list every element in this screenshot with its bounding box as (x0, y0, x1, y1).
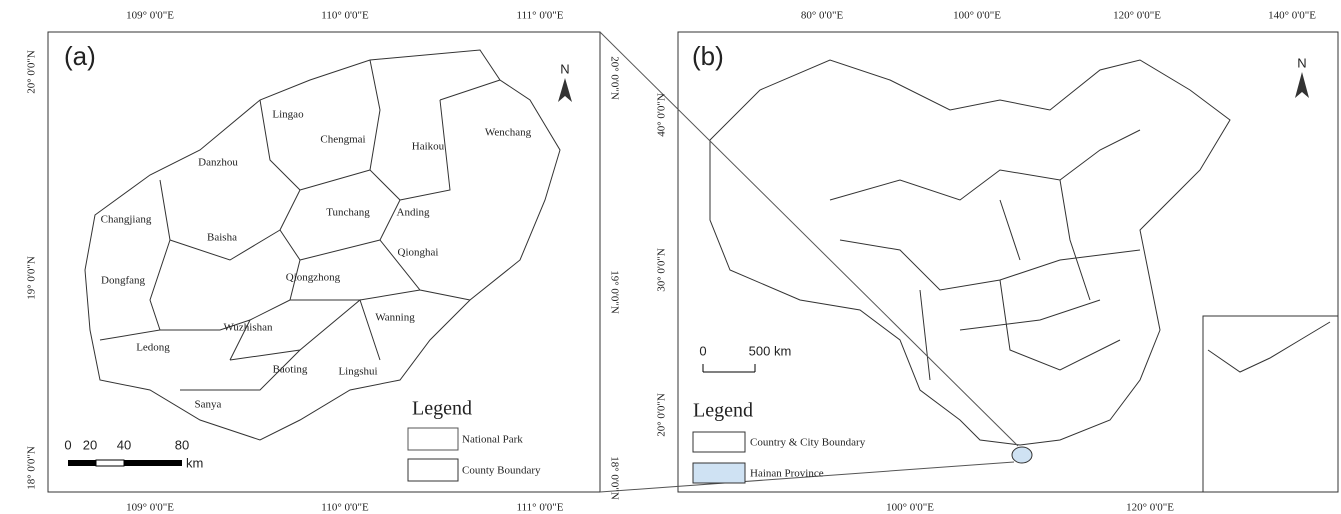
latitude-label: 19° 0'0"N (608, 270, 620, 314)
county-name: Chengmai (320, 134, 365, 146)
latitude-label: 20° 0'0"N (608, 56, 620, 100)
longitude-label: 100° 0'0"E (886, 502, 934, 514)
county-name: Anding (397, 207, 431, 219)
north-label: N (1297, 55, 1306, 70)
scale-bar (96, 460, 124, 466)
longitude-label: 80° 0'0"E (801, 10, 844, 22)
longitude-label: 100° 0'0"E (953, 10, 1001, 22)
county-name: Tunchang (326, 207, 370, 219)
scale-unit: km (186, 455, 203, 470)
hainan-highlight (1012, 447, 1032, 463)
county-name: Baoting (273, 364, 308, 376)
latitude-label: 30° 0'0"N (656, 248, 668, 292)
longitude-label: 140° 0'0"E (1268, 10, 1316, 22)
legend-title: Legend (693, 400, 753, 422)
scale-label: 80 (175, 437, 189, 452)
longitude-label: 109° 0'0"E (126, 502, 174, 514)
county-name: Qionghai (398, 247, 439, 259)
scale-bar (124, 460, 182, 466)
scale-label: 20 (83, 437, 97, 452)
county-name: Baisha (207, 232, 237, 244)
county-name: Haikou (412, 141, 445, 153)
longitude-label: 120° 0'0"E (1113, 10, 1161, 22)
latitude-label: 18° 0'0"N (608, 456, 620, 500)
county-name: Wanning (375, 312, 415, 324)
legend-title: Legend (412, 398, 472, 420)
legend-item: National Park (462, 434, 523, 446)
legend-item: Country & City Boundary (750, 437, 866, 449)
county-name: Wenchang (485, 127, 532, 139)
longitude-label: 110° 0'0"E (321, 10, 369, 22)
latitude-label: 20° 0'0"N (656, 393, 668, 437)
longitude-label: 110° 0'0"E (321, 502, 369, 514)
longitude-label: 109° 0'0"E (126, 10, 174, 22)
scale-label: 0 (64, 437, 71, 452)
scale-bar (68, 460, 96, 466)
north-label: N (560, 61, 569, 76)
latitude-label: 19° 0'0"N (26, 256, 38, 300)
panel-label: (a) (64, 41, 96, 71)
latitude-label: 40° 0'0"N (656, 93, 668, 137)
longitude-label: 111° 0'0"E (516, 10, 563, 22)
county-name: Changjiang (101, 214, 152, 226)
scale-label: 40 (117, 437, 131, 452)
legend-swatch-county (408, 459, 458, 481)
legend-swatch-boundary (693, 432, 745, 452)
longitude-label: 111° 0'0"E (516, 502, 563, 514)
panel-label: (b) (692, 41, 724, 71)
county-name: Ledong (136, 342, 170, 354)
county-name: Sanya (195, 399, 222, 411)
county-name: Qiongzhong (286, 272, 341, 284)
legend-item: County Boundary (462, 465, 541, 477)
figure: (a) N 109° 0'0"E 110° 0'0"E 111° 0'0"E 109° 0… (0, 0, 1341, 514)
latitude-label: 20° 0'0"N (26, 50, 38, 94)
county-name: Dongfang (101, 275, 145, 287)
latitude-label: 18° 0'0"N (26, 446, 38, 490)
longitude-label: 120° 0'0"E (1126, 502, 1174, 514)
scale-label: 500 km (749, 343, 792, 358)
legend-item: Hainan Province (750, 468, 824, 480)
county-name: Lingao (272, 109, 304, 121)
scale-label: 0 (699, 343, 706, 358)
county-name: Danzhou (198, 157, 238, 169)
legend-swatch-national-park (408, 428, 458, 450)
south-sea-inset (1203, 316, 1338, 492)
county-name: Lingshui (338, 366, 377, 378)
legend-swatch-hainan (693, 463, 745, 483)
county-name: Wuzhishan (223, 322, 273, 334)
